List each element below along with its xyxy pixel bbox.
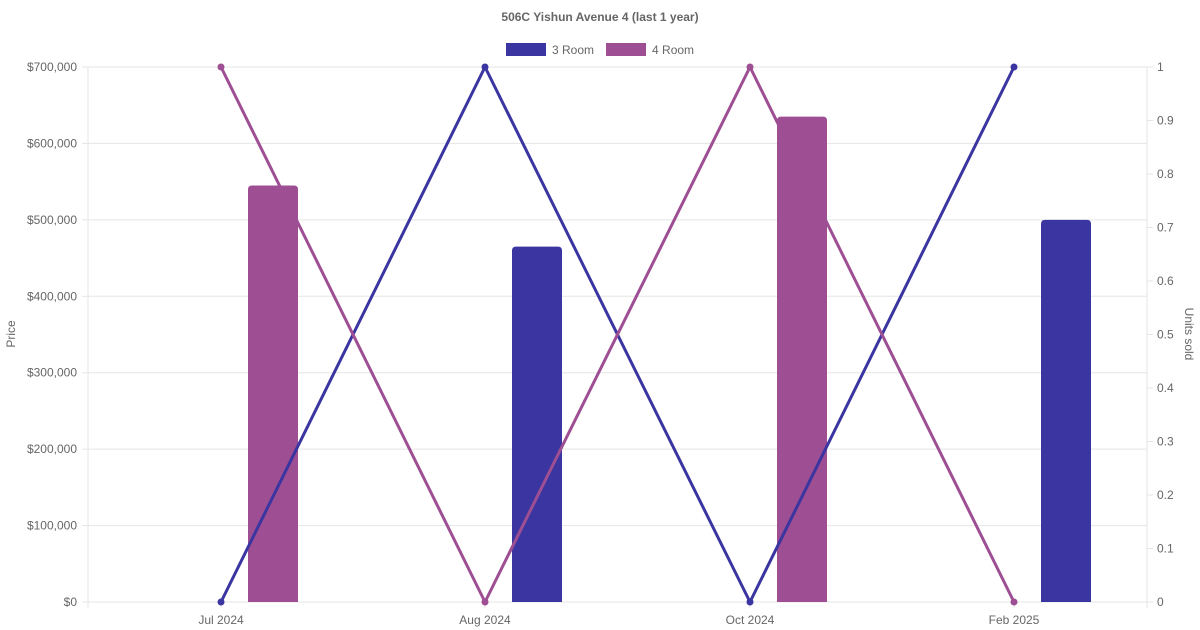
y-left-tick-label: $700,000	[27, 60, 77, 74]
bar	[1041, 219, 1091, 602]
y-axis-right-title: Units sold	[1182, 308, 1196, 361]
y-axis-left-title: Price	[4, 320, 18, 348]
legend[interactable]: 3 Room 4 Room	[506, 43, 694, 57]
data-point	[481, 598, 489, 606]
y-right-tick-label: 0.3	[1157, 435, 1174, 449]
lines	[217, 63, 1018, 606]
y-right-tick-label: 1	[1157, 60, 1164, 74]
data-point	[746, 63, 754, 71]
x-tick-label: Jul 2024	[198, 613, 244, 627]
data-point	[1010, 63, 1018, 71]
data-point	[217, 598, 225, 606]
bar	[248, 185, 298, 602]
data-point	[217, 63, 225, 71]
y-right-tick-label: 0.6	[1157, 274, 1174, 288]
data-point	[1010, 598, 1018, 606]
y-left-tick-label: $600,000	[27, 136, 77, 150]
y-left-tick-label: $200,000	[27, 442, 77, 456]
data-point	[746, 598, 754, 606]
y-left-tick-label: $300,000	[27, 366, 77, 380]
x-tick-label: Aug 2024	[459, 613, 511, 627]
y-left-tick-label: $500,000	[27, 213, 77, 227]
y-left-tick-label: $400,000	[27, 289, 77, 303]
y-right-tick-label: 0.9	[1157, 114, 1174, 128]
line-series	[219, 65, 1016, 604]
legend-label: 3 Room	[552, 43, 594, 57]
y-left-tick-label: $0	[64, 595, 78, 609]
legend-swatch	[506, 43, 546, 56]
bars	[248, 116, 1091, 602]
y-right-tick-label: 0	[1157, 595, 1164, 609]
bar	[512, 246, 562, 602]
y-axis-right: 0 0.1 0.2 0.3 0.4 0.5 0.6 0.7 0.8 0.9 1	[1157, 60, 1174, 609]
y-axis-left: $0 $100,000 $200,000 $300,000 $400,000 $500,0…	[27, 60, 77, 609]
y-right-tick-label: 0.4	[1157, 381, 1174, 395]
x-axis: Jul 2024 Aug 2024 Oct 2024 Feb 2025	[198, 613, 1039, 627]
y-right-tick-label: 0.8	[1157, 167, 1174, 181]
legend-label: 4 Room	[652, 43, 694, 57]
bar	[777, 116, 827, 602]
y-left-tick-label: $100,000	[27, 519, 77, 533]
y-right-tick-label: 0.5	[1157, 328, 1174, 342]
y-right-tick-label: 0.1	[1157, 542, 1174, 556]
legend-swatch	[606, 43, 647, 56]
x-tick-label: Oct 2024	[726, 613, 775, 627]
y-right-tick-label: 0.7	[1157, 221, 1174, 235]
chart-title: 506C Yishun Avenue 4 (last 1 year)	[501, 10, 698, 24]
data-point	[481, 63, 489, 71]
x-tick-label: Feb 2025	[989, 613, 1040, 627]
y-right-tick-label: 0.2	[1157, 488, 1174, 502]
